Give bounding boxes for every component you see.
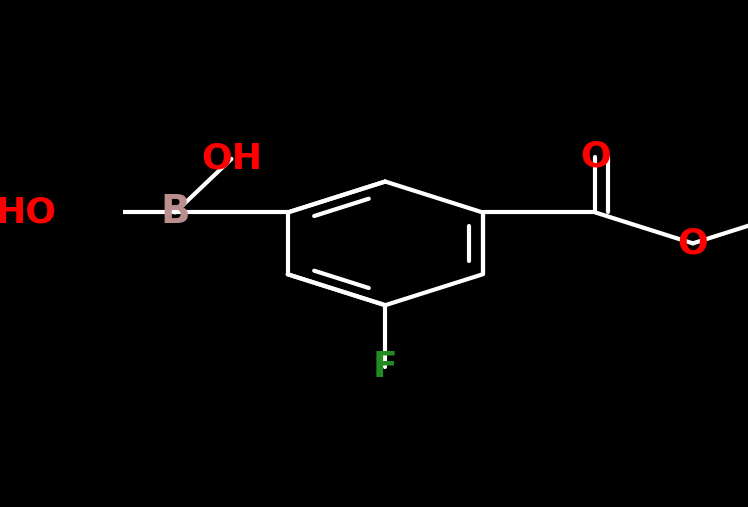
Text: O: O: [678, 226, 708, 261]
Text: F: F: [373, 350, 398, 384]
Text: OH: OH: [201, 142, 262, 176]
Text: HO: HO: [0, 195, 56, 230]
Text: O: O: [580, 140, 610, 174]
Text: B: B: [160, 194, 190, 231]
